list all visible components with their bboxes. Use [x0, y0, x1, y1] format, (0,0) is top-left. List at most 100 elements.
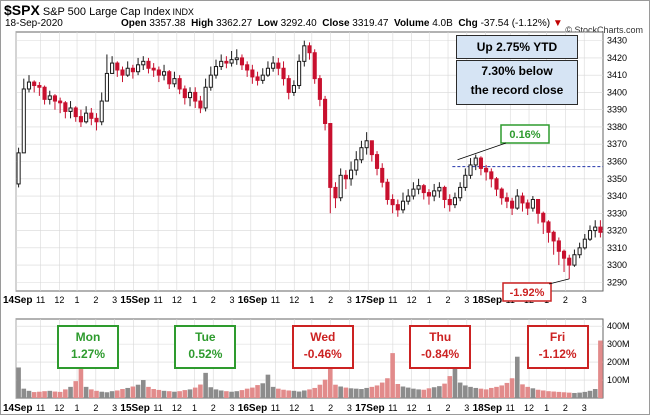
- price-x-tick-label: 14Sep: [3, 295, 32, 306]
- candle-body: [442, 186, 447, 200]
- rise-callout-label: 0.16%: [509, 129, 540, 141]
- day-name: Wed: [310, 330, 336, 344]
- candle-body: [437, 186, 442, 192]
- price-x-tick-label: 11: [388, 295, 397, 305]
- candle-body: [42, 86, 47, 100]
- candle-body: [110, 62, 115, 74]
- candle-body: [172, 78, 177, 85]
- candle-body: [478, 157, 483, 169]
- candle-body: [182, 88, 187, 99]
- candle-body: [432, 190, 437, 197]
- candle-body: [130, 67, 135, 73]
- volume-bar: [457, 382, 463, 398]
- volume-bar: [270, 386, 276, 398]
- day-change-value: -1.12%: [538, 347, 577, 361]
- close-value: 3319.47: [352, 18, 389, 29]
- volume-bar: [125, 387, 130, 398]
- volume-bar: [364, 387, 369, 398]
- day-name: Tue: [195, 330, 216, 344]
- candle-body: [26, 81, 32, 90]
- price-x-tick-label: 2: [211, 295, 216, 305]
- volume-bar: [514, 356, 520, 398]
- volume-x-tick-label: 1: [544, 403, 549, 413]
- volume-bar: [509, 378, 515, 398]
- price-y-tick-label: 3420: [607, 53, 627, 63]
- volume-bar: [442, 383, 447, 398]
- volume-bar: [473, 387, 479, 398]
- volume-x-tick-label: 14Sep: [3, 403, 32, 414]
- volume-bar: [78, 357, 84, 398]
- rise-callout-leader: [457, 142, 507, 161]
- volume-x-tick-label: 3: [347, 403, 352, 413]
- volume-bar: [172, 391, 177, 398]
- price-y-tick-label: 3320: [607, 226, 627, 236]
- candle-body: [380, 167, 385, 183]
- volume-x-tick-label: 3: [464, 403, 469, 413]
- candle-body: [52, 95, 58, 102]
- volume-x-tick-label: 2: [563, 403, 568, 413]
- volume-bar: [135, 384, 141, 398]
- chg-value: -37.54 (-1.12%): [480, 18, 551, 29]
- candle-body: [374, 154, 380, 169]
- candle-body: [271, 62, 276, 69]
- record-line-1: 7.30% below: [481, 64, 553, 78]
- candle-body: [224, 60, 229, 64]
- exchange-label: INDX: [172, 7, 194, 17]
- volume-bar: [483, 389, 489, 398]
- volume-bar: [348, 388, 354, 398]
- candle-body: [421, 185, 426, 194]
- candle-body: [411, 188, 416, 197]
- price-x-tick-label: 12: [407, 295, 417, 305]
- volume-bar: [234, 391, 240, 398]
- day-name: Thu: [429, 330, 452, 344]
- volume-bar: [239, 390, 245, 398]
- price-x-tick-label: 3: [230, 295, 235, 305]
- record-line-2: the record close: [470, 83, 564, 97]
- candle-body: [348, 169, 354, 180]
- candle-body: [302, 45, 307, 62]
- volume-x-tick-label: 11: [153, 403, 162, 413]
- volume-bar: [379, 382, 385, 398]
- volume-bar: [104, 392, 110, 398]
- volume-bar: [535, 389, 541, 398]
- volume-y-tick-label: 100M: [607, 375, 630, 385]
- price-y-tick-label: 3360: [607, 157, 627, 167]
- volume-x-tick-label: 2: [446, 403, 451, 413]
- volume-bar: [291, 390, 297, 398]
- candle-body: [94, 117, 99, 123]
- price-y-tick-label: 3340: [607, 191, 627, 201]
- candle-body: [276, 62, 281, 69]
- candle-body: [515, 195, 520, 209]
- candle-body: [426, 192, 432, 197]
- price-x-tick-label: 12: [289, 295, 299, 305]
- volume-bar: [556, 391, 562, 398]
- candle-body: [16, 152, 21, 185]
- volume-bar: [572, 392, 577, 398]
- candle-body: [234, 57, 239, 61]
- volume-bar: [525, 386, 530, 398]
- volume-bar: [203, 372, 208, 398]
- day-change-value: 0.52%: [188, 347, 223, 361]
- candle-body: [312, 52, 317, 80]
- volume-bar: [431, 387, 437, 398]
- candle-body: [161, 71, 167, 76]
- record-box: 7.30% below the record close: [456, 60, 578, 105]
- candle-body: [89, 112, 94, 119]
- volume-bar: [26, 390, 32, 398]
- price-x-tick-label: 2: [446, 295, 451, 305]
- volume-y-tick-label: 400M: [607, 321, 630, 331]
- volume-bar: [338, 386, 343, 398]
- candle-body: [21, 88, 26, 154]
- chg-label: Chg: [458, 18, 478, 29]
- price-y-tick-label: 3410: [607, 70, 627, 80]
- candle-body: [260, 74, 265, 81]
- volume-bar: [385, 378, 390, 398]
- volume-bar: [302, 390, 307, 398]
- candle-body: [307, 45, 312, 54]
- volume-bar: [468, 386, 473, 398]
- candle-body: [208, 74, 213, 88]
- candle-body: [473, 157, 478, 166]
- day-change-box-tue: Tue 0.52%: [174, 325, 237, 369]
- price-x-tick-label: 1: [427, 295, 432, 305]
- volume-bar: [312, 387, 317, 398]
